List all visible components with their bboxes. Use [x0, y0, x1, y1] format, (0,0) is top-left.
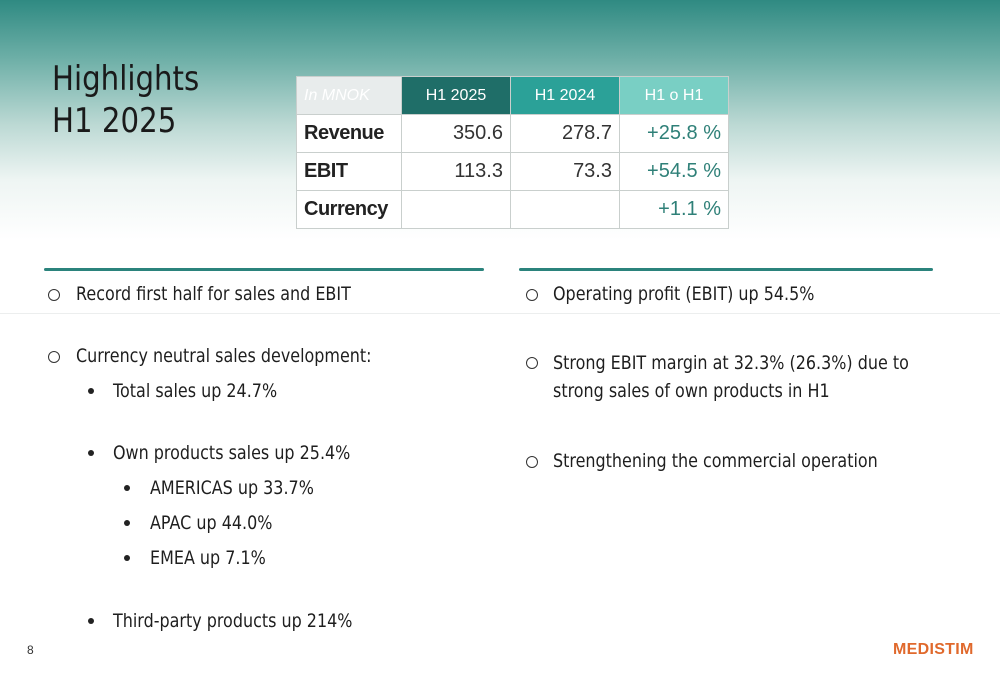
bullet-dot-icon [124, 555, 130, 561]
list-item: Record first half for sales and EBIT [76, 283, 351, 305]
table-cell: 278.7 [510, 114, 620, 153]
list-item: APAC up 44.0% [150, 512, 273, 534]
slide-title: Highlights H1 2025 [52, 58, 199, 142]
list-item: Own products sales up 25.4% [113, 442, 351, 464]
circle-bullet-icon [48, 351, 60, 363]
bullet-dot-icon [124, 485, 130, 491]
bullet-dot-icon [88, 388, 94, 394]
slide-title-line2: H1 2025 [52, 101, 177, 141]
circle-bullet-icon [48, 289, 60, 301]
list-item: AMERICAS up 33.7% [150, 477, 314, 499]
table-cell: 350.6 [401, 114, 511, 153]
table-header-unit: In MNOK [296, 76, 402, 115]
table-cell: 73.3 [510, 152, 620, 191]
list-item: EMEA up 7.1% [150, 547, 266, 569]
table-header-h1-2024: H1 2024 [510, 76, 620, 115]
list-item: Currency neutral sales development: [76, 345, 372, 367]
list-item: Operating profit (EBIT) up 54.5% [553, 283, 815, 305]
right-column-rule [519, 268, 933, 271]
list-item: Strengthening the commercial operation [553, 450, 878, 472]
content-divider [0, 313, 1000, 314]
slide-title-line1: Highlights [52, 59, 200, 99]
list-item-continuation: strong sales of own products in H1 [553, 380, 830, 402]
table-row-label: Currency [296, 190, 402, 229]
table-row: Currency +1.1 % [296, 190, 729, 229]
table-header-row: In MNOK H1 2025 H1 2024 H1 o H1 [296, 76, 729, 115]
table-cell: 113.3 [401, 152, 511, 191]
table-cell [510, 190, 620, 229]
list-item: Total sales up 24.7% [113, 380, 278, 402]
table-row-label: Revenue [296, 114, 402, 153]
table-cell-change: +25.8 % [619, 114, 729, 153]
table-row-label: EBIT [296, 152, 402, 191]
medistim-logo: MEDISTIM [893, 641, 974, 658]
bullet-dot-icon [88, 618, 94, 624]
bullet-dot-icon [88, 450, 94, 456]
table-header-h1-2025: H1 2025 [401, 76, 511, 115]
table-header-change: H1 o H1 [619, 76, 729, 115]
table-cell-change: +1.1 % [619, 190, 729, 229]
table-row: EBIT 113.3 73.3 +54.5 % [296, 152, 729, 191]
page-number: 8 [27, 643, 34, 657]
list-item: Strong EBIT margin at 32.3% (26.3%) due … [553, 352, 909, 374]
table-cell [401, 190, 511, 229]
list-item: Third-party products up 214% [113, 610, 353, 632]
left-column-rule [44, 268, 484, 271]
circle-bullet-icon [526, 456, 538, 468]
table-row: Revenue 350.6 278.7 +25.8 % [296, 114, 729, 153]
bullet-dot-icon [124, 520, 130, 526]
financial-summary-table: In MNOK H1 2025 H1 2024 H1 o H1 Revenue … [296, 76, 729, 229]
circle-bullet-icon [526, 289, 538, 301]
circle-bullet-icon [526, 357, 538, 369]
table-cell-change: +54.5 % [619, 152, 729, 191]
